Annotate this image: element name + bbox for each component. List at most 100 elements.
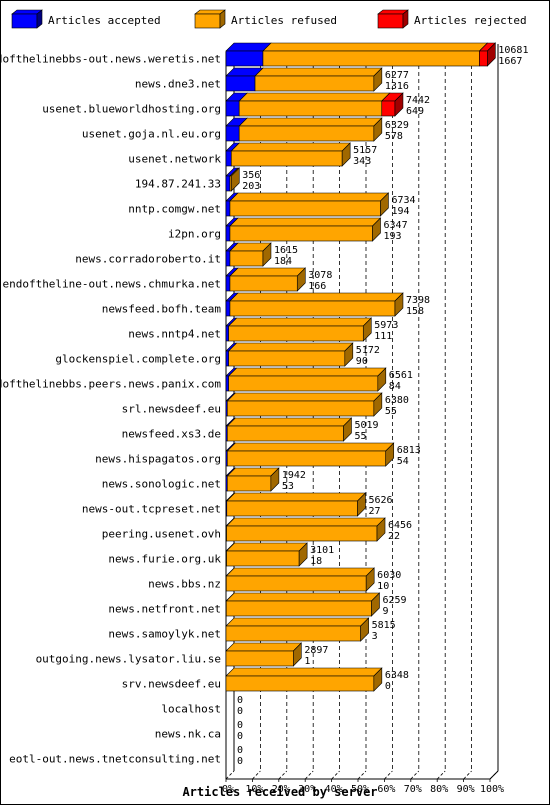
accepted-segment: [225, 250, 231, 267]
value-label-second: 9: [382, 606, 388, 617]
refused-segment: [225, 650, 294, 667]
value-label-total: 0: [237, 720, 243, 731]
value-label-total: 0: [237, 745, 243, 756]
bar-end-side: [373, 392, 383, 417]
value-label-total: 6380: [385, 395, 409, 406]
x-tick-label: 90%: [457, 784, 475, 795]
accepted-segment: [225, 100, 240, 117]
refused-segment-top: [225, 517, 386, 527]
accepted-segment: [225, 225, 231, 242]
accepted-segment: [225, 350, 229, 367]
server-label: news.hispagatos.org: [95, 453, 221, 466]
bar-end-side: [360, 617, 369, 642]
accepted-segment: [225, 200, 231, 217]
bar-end-side: [362, 317, 372, 342]
server-label: news.nntp4.net: [128, 328, 221, 341]
server-label: endofthelinebbs.peers.news.panix.com: [0, 378, 221, 391]
accepted-segment: [225, 75, 256, 92]
legend-entry: Articles rejected: [414, 14, 527, 27]
value-label-total: 1615: [274, 245, 298, 256]
value-label-total: 6329: [385, 120, 409, 131]
x-tick-label: 40%: [325, 784, 343, 795]
refused-segment-top: [229, 267, 307, 277]
server-label: news.netfront.net: [108, 603, 221, 616]
refused-segment: [238, 100, 383, 117]
bars: [225, 42, 497, 692]
value-label-second: 3: [372, 631, 378, 642]
bar-end-side: [298, 542, 308, 567]
server-label: news.nk.ca: [155, 728, 221, 741]
value-label-total: 10681: [498, 45, 528, 56]
bar-end-side: [293, 642, 302, 667]
refused-segment-top: [226, 467, 280, 477]
value-label-total: 5019: [354, 420, 378, 431]
bar-end-side: [394, 292, 404, 317]
bar-end-side: [262, 242, 272, 267]
refused-segment: [229, 275, 298, 292]
refused-segment-top: [225, 667, 383, 677]
value-label-second: 111: [374, 331, 392, 342]
value-label-second: 22: [388, 531, 400, 542]
value-label-second: 0: [237, 756, 243, 767]
x-tick-label: 50%: [351, 784, 369, 795]
refused-segment: [225, 600, 372, 617]
grid-floor-line: [225, 770, 235, 780]
server-label: 194.87.241.33: [135, 178, 221, 191]
server-label: news.corradoroberto.it: [75, 253, 221, 266]
server-label: nntp.comgw.net: [128, 203, 221, 216]
value-label-total: 5172: [356, 345, 380, 356]
value-label-second: 0: [237, 706, 243, 717]
value-label-total: 6734: [391, 195, 415, 206]
bar-end-side: [377, 367, 387, 392]
bar-end-side: [343, 417, 352, 442]
accepted-segment: [225, 125, 240, 142]
refused-segment-top: [262, 42, 489, 52]
refused-segment-top: [226, 442, 395, 452]
server-label: endoftheline-out.news.chmurka.net: [2, 278, 221, 291]
refused-segment: [225, 625, 361, 642]
refused-segment: [225, 575, 367, 592]
value-label-second: 0: [385, 681, 391, 692]
row-labels: endofthelinebbs-out.news.weretis.net1068…: [0, 45, 528, 767]
refused-segment: [228, 325, 364, 342]
refused-segment-top: [229, 292, 404, 302]
server-label: glockenspiel.complete.org: [55, 353, 221, 366]
refused-segment-top: [225, 617, 370, 627]
x-tick-label: 10%: [245, 784, 263, 795]
bar-end-side: [296, 267, 306, 292]
server-label: news.sonologic.net: [102, 478, 221, 491]
value-label-total: 6030: [377, 570, 401, 581]
value-label-second: 27: [368, 506, 380, 517]
accepted-segment: [225, 325, 229, 342]
grid-floor-line: [331, 770, 340, 780]
legend: Articles accepted Articles refused Article…: [11, 9, 527, 29]
refused-segment-top: [225, 567, 375, 577]
value-label-total: 5626: [368, 495, 392, 506]
value-label-total: 3101: [310, 545, 334, 556]
grid-floor-line: [463, 770, 472, 780]
value-label-total: 3078: [308, 270, 332, 281]
value-label-second: 53: [282, 481, 294, 492]
refused-segment: [228, 350, 346, 367]
bar-end-side: [372, 217, 381, 242]
accepted-segment: [225, 175, 231, 192]
x-tick-label: 70%: [404, 784, 422, 795]
legend-swatch: [194, 13, 221, 29]
refused-segment: [227, 400, 375, 417]
legend-entry: Articles accepted: [48, 14, 161, 27]
value-label-total: 6277: [385, 70, 409, 81]
refused-segment: [254, 75, 375, 92]
value-label-total: 7442: [406, 95, 430, 106]
x-axis-label: Articles received by server: [182, 785, 377, 799]
refused-segment: [238, 125, 375, 142]
legend-swatch-side: [402, 9, 409, 29]
refused-segment-top: [227, 342, 354, 352]
x-tick-label: 0%: [222, 784, 234, 795]
accepted-segment: [225, 150, 232, 167]
server-label: usenet.blueworldhosting.org: [42, 103, 221, 116]
refused-segment: [226, 525, 378, 542]
legend-entry: Articles refused: [231, 14, 337, 27]
legend-swatch-side: [219, 9, 226, 29]
server-label: news-out.tcpreset.net: [82, 503, 221, 516]
